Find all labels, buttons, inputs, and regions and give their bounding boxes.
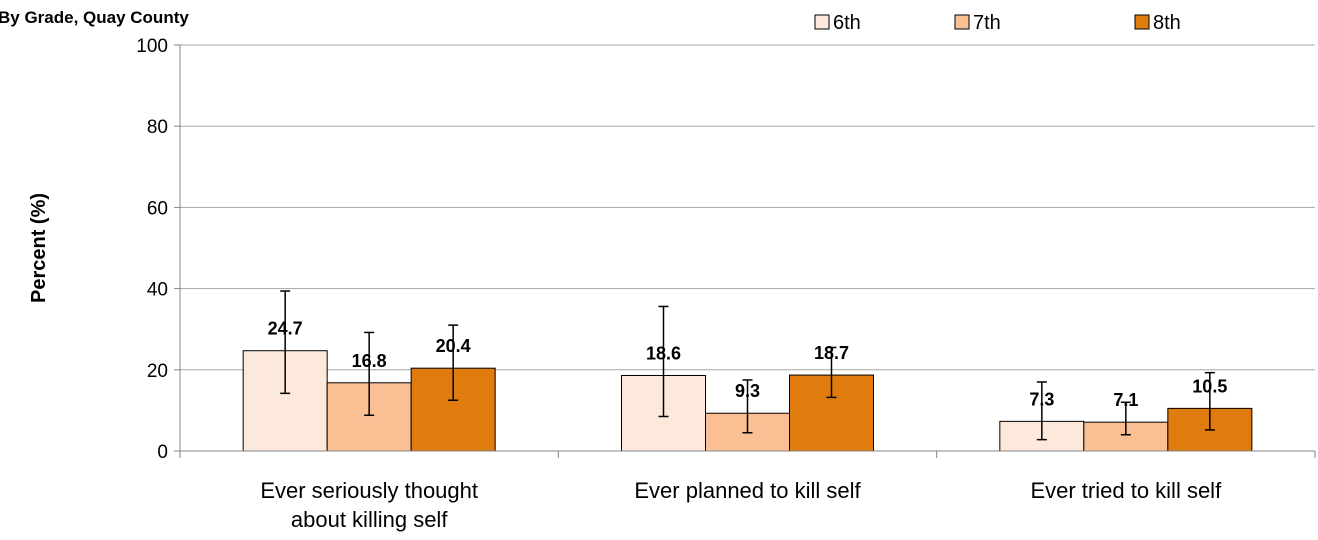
- y-tick-label: 80: [147, 117, 168, 138]
- data-label: 16.8: [352, 351, 387, 371]
- y-tick-label: 0: [157, 442, 168, 463]
- y-axis-label: Percent (%): [28, 193, 50, 303]
- error-bars: [280, 290, 1215, 441]
- category-label: about killing self: [291, 507, 448, 532]
- y-tick-label: 60: [147, 198, 168, 219]
- legend-label: 6th: [833, 12, 861, 34]
- legend: 6th 7th 8th: [814, 12, 1181, 34]
- data-label: 10.5: [1192, 376, 1227, 396]
- legend-swatch: [814, 14, 830, 30]
- legend-label: 7th: [973, 12, 1001, 34]
- data-label: 20.4: [436, 336, 471, 356]
- data-label: 7.1: [1113, 390, 1138, 410]
- data-label: 7.3: [1029, 389, 1054, 409]
- category-label: Ever seriously thought: [260, 478, 478, 503]
- category-labels: Ever seriously thought about killing self…: [260, 478, 1222, 532]
- data-label: 18.6: [646, 343, 681, 363]
- data-label: 18.7: [814, 343, 849, 363]
- data-label: 9.3: [735, 381, 760, 401]
- category-label: Ever planned to kill self: [634, 478, 861, 503]
- data-labels: 24.7 16.8 20.4 18.6 9.3 18.7 7.3 7.1 10.5: [268, 319, 1228, 410]
- y-tick-label: 40: [147, 280, 168, 301]
- legend-swatch: [954, 14, 970, 30]
- data-label: 24.7: [268, 319, 303, 339]
- legend-swatch: [1134, 14, 1150, 30]
- y-tick-label: 100: [136, 36, 168, 57]
- bars: [242, 350, 1253, 452]
- gridlines: [180, 44, 1315, 371]
- axes: [179, 45, 1316, 458]
- category-label: Ever tried to kill self: [1030, 478, 1222, 503]
- y-axis-ticks: 0 20 40 60 80 100: [136, 36, 180, 463]
- legend-label: 8th: [1153, 12, 1181, 34]
- chart-title: By Grade, Quay County: [0, 8, 189, 27]
- y-tick-label: 20: [147, 361, 168, 382]
